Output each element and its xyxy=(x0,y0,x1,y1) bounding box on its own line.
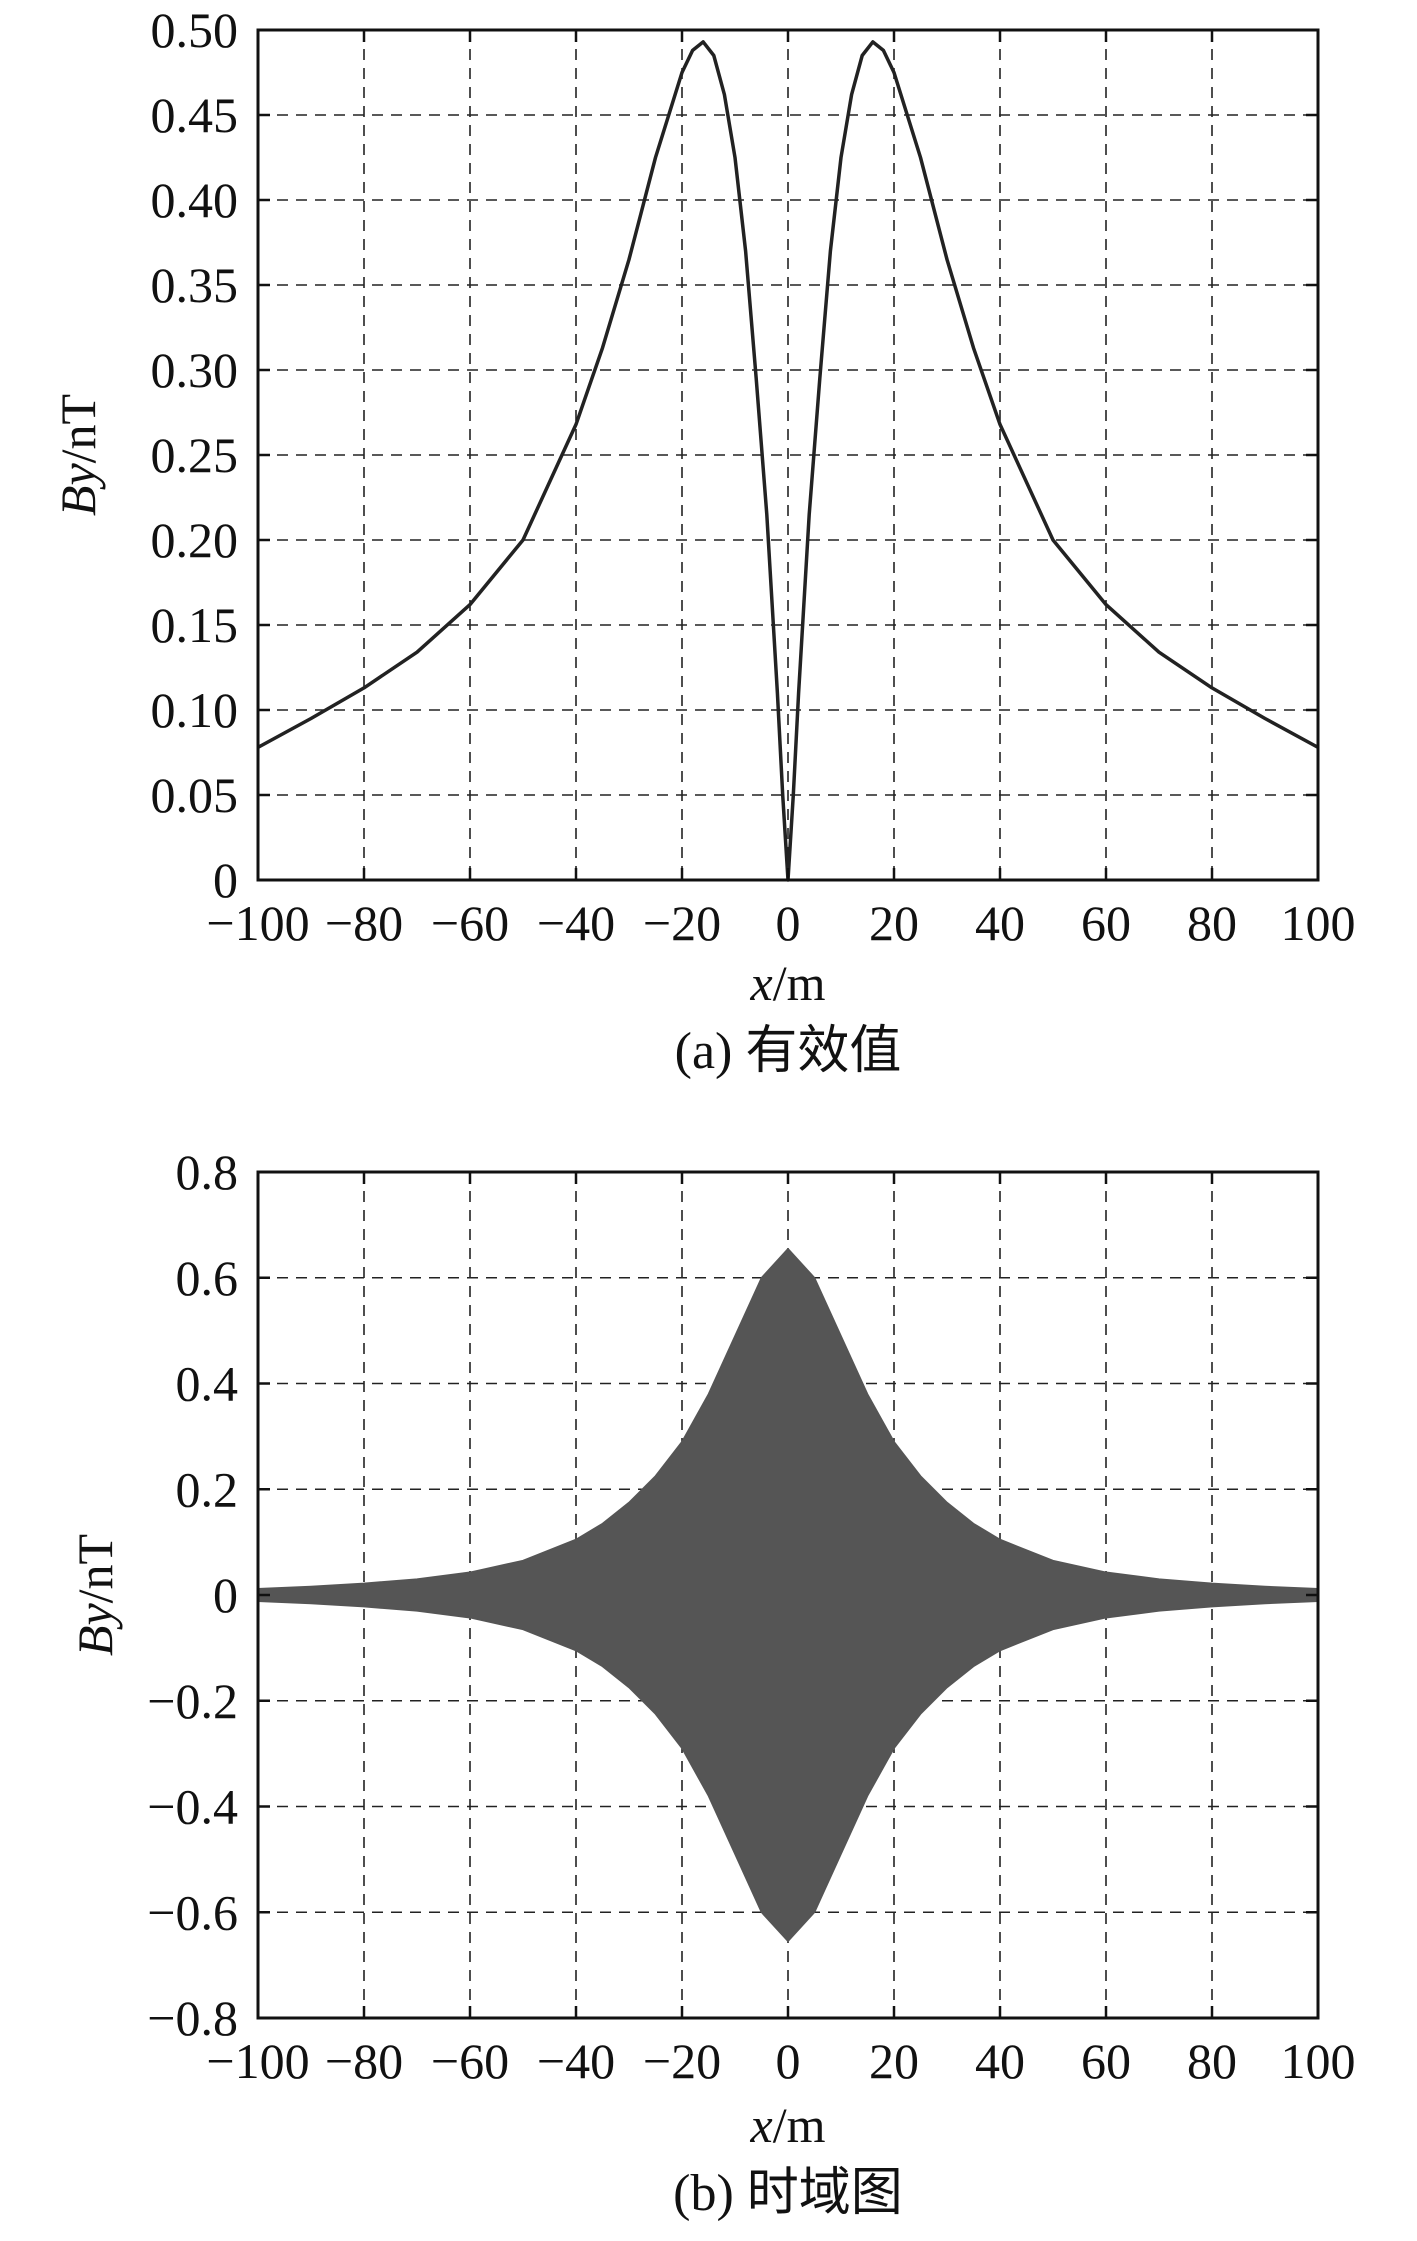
x-tick-label: −60 xyxy=(431,2033,509,2089)
y-tick-label: 0 xyxy=(213,1567,238,1623)
oscillation-envelope-fill xyxy=(257,1247,1319,1943)
y-axis-label-var: By xyxy=(67,1603,123,1657)
x-tick-label: −80 xyxy=(325,2033,403,2089)
chart-a-effective-value: −100 −80 −60 −40 −20 0 20 40 60 80 100 0 0.05 0.10 0.1… xyxy=(50,2,1356,1080)
y-tick-label: 0.8 xyxy=(176,1144,239,1200)
chart-caption: (b) 时域图 xyxy=(673,2165,903,2222)
y-tick-label: 0.05 xyxy=(151,767,239,823)
x-axis-label-unit: /m xyxy=(773,955,826,1011)
x-tick-label: −20 xyxy=(643,895,721,951)
x-axis-label: x/m xyxy=(750,2097,826,2153)
y-tick-label: 0.30 xyxy=(151,342,239,398)
x-tick-label: 0 xyxy=(776,895,801,951)
x-tick-label: −40 xyxy=(537,895,615,951)
x-tick-label: 80 xyxy=(1187,895,1237,951)
y-tick-label: −0.2 xyxy=(147,1673,238,1729)
x-tick-label: 100 xyxy=(1281,895,1356,951)
x-tick-label: −80 xyxy=(325,895,403,951)
x-axis-label-unit: /m xyxy=(773,2097,826,2153)
x-tick-label: −60 xyxy=(431,895,509,951)
y-tick-label: 0.20 xyxy=(151,512,239,568)
y-tick-label: 0.45 xyxy=(151,87,239,143)
chart-caption: (a) 有效值 xyxy=(675,1023,902,1080)
y-tick-label: −0.6 xyxy=(147,1884,238,1940)
x-tick-label: −20 xyxy=(643,2033,721,2089)
x-tick-label: 60 xyxy=(1081,2033,1131,2089)
y-tick-label: 0.40 xyxy=(151,172,239,228)
y-tick-label: 0.50 xyxy=(151,2,239,58)
x-axis-label-var: x xyxy=(750,955,773,1011)
y-axis-label-unit: /nT xyxy=(67,1534,123,1603)
y-tick-label: −0.8 xyxy=(147,1990,238,2046)
x-tick-label: 100 xyxy=(1281,2033,1356,2089)
y-tick-label: 0.35 xyxy=(151,257,239,313)
x-tick-label: 20 xyxy=(869,2033,919,2089)
chart-b-time-domain: −100 −80 −60 −40 −20 0 20 40 60 80 100 −0.8 −0.6 −0.4… xyxy=(67,1144,1356,2222)
y-tick-label: 0.6 xyxy=(176,1250,239,1306)
y-axis-label-var: By xyxy=(50,463,106,517)
x-tick-label: 40 xyxy=(975,895,1025,951)
y-tick-label: 0 xyxy=(213,852,238,908)
y-tick-label: 0.2 xyxy=(176,1461,239,1517)
x-tick-label: 40 xyxy=(975,2033,1025,2089)
x-tick-label: −100 xyxy=(206,895,309,951)
y-tick-label: −0.4 xyxy=(147,1779,238,1835)
x-tick-label: 0 xyxy=(776,2033,801,2089)
y-axis-label: By/nT xyxy=(67,1534,123,1656)
y-tick-label: 0.4 xyxy=(176,1356,239,1412)
y-tick-label: 0.15 xyxy=(151,597,239,653)
y-axis-label-unit: /nT xyxy=(50,394,106,463)
x-tick-label: −100 xyxy=(206,2033,309,2089)
y-tick-label: 0.10 xyxy=(151,682,239,738)
x-tick-label: 60 xyxy=(1081,895,1131,951)
x-tick-label: 20 xyxy=(869,895,919,951)
x-tick-label: 80 xyxy=(1187,2033,1237,2089)
x-axis-label: x/m xyxy=(750,955,826,1011)
y-axis-label: By/nT xyxy=(50,394,106,516)
y-tick-label: 0.25 xyxy=(151,427,239,483)
x-tick-label: −40 xyxy=(537,2033,615,2089)
x-axis-label-var: x xyxy=(750,2097,773,2153)
